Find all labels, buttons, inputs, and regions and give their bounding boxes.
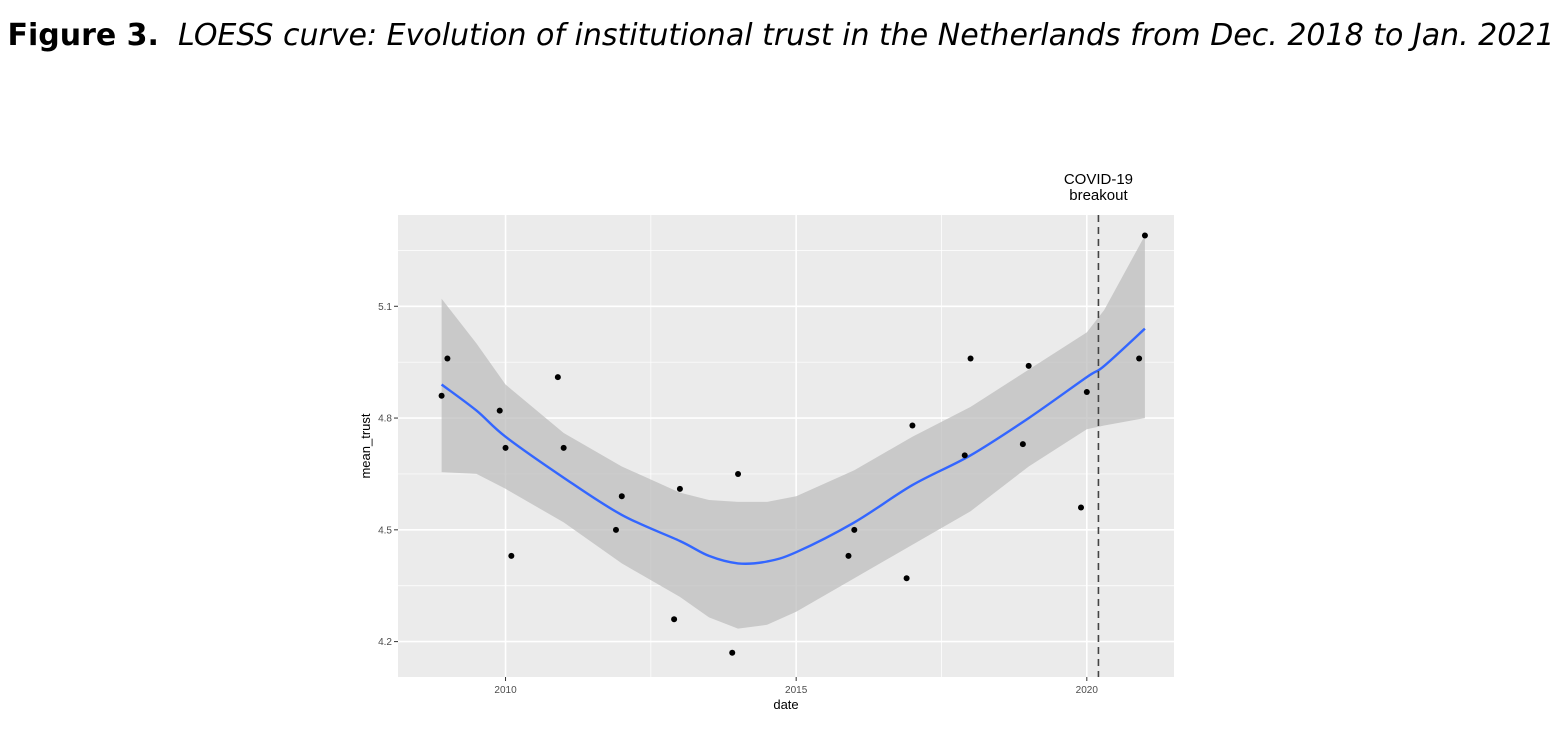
data-point <box>444 355 451 362</box>
loess-line <box>440 327 1146 565</box>
data-point <box>560 444 567 451</box>
data-point <box>502 444 509 451</box>
data-point <box>676 485 683 492</box>
data-point <box>438 392 445 399</box>
figure-label: Figure 3. <box>7 18 159 53</box>
y-axis: 4.2 4.5 4.8 5.1 <box>378 302 398 648</box>
data-point <box>1083 388 1090 395</box>
data-point <box>1136 355 1143 362</box>
figure-caption: Figure 3. LOESS curve: Evolution of inst… <box>0 14 1562 58</box>
data-point <box>735 470 742 477</box>
data-point <box>909 422 916 429</box>
annotation-line-2: breakout <box>1069 187 1128 204</box>
data-point <box>671 616 678 623</box>
x-axis: 2010 2015 2020 <box>494 677 1098 696</box>
data-point <box>1141 232 1148 239</box>
data-point <box>1019 441 1026 448</box>
data-point <box>618 493 625 500</box>
data-point <box>845 552 852 559</box>
annotation-line-1: COVID-19 <box>1064 171 1133 188</box>
figure-title: LOESS curve: Evolution of institutional … <box>178 18 1555 53</box>
y-tick-label: 4.2 <box>378 637 392 648</box>
data-points <box>438 232 1148 656</box>
y-tick-label: 4.8 <box>378 414 392 425</box>
data-point <box>1025 362 1032 369</box>
data-point <box>729 649 736 656</box>
data-point <box>967 355 974 362</box>
data-point <box>1077 504 1084 511</box>
data-point <box>961 452 968 459</box>
y-axis-title: mean_trust <box>358 413 373 478</box>
y-tick-label: 5.1 <box>378 302 392 313</box>
data-point <box>612 526 619 533</box>
data-point <box>508 552 515 559</box>
x-tick-label: 2010 <box>494 685 517 696</box>
y-tick-label: 4.5 <box>378 525 392 536</box>
x-axis-title: date <box>773 697 798 712</box>
data-point <box>851 526 858 533</box>
data-point <box>554 374 561 381</box>
x-tick-label: 2020 <box>1076 685 1099 696</box>
data-point <box>496 407 503 414</box>
x-tick-label: 2015 <box>785 685 808 696</box>
data-point <box>903 575 910 582</box>
